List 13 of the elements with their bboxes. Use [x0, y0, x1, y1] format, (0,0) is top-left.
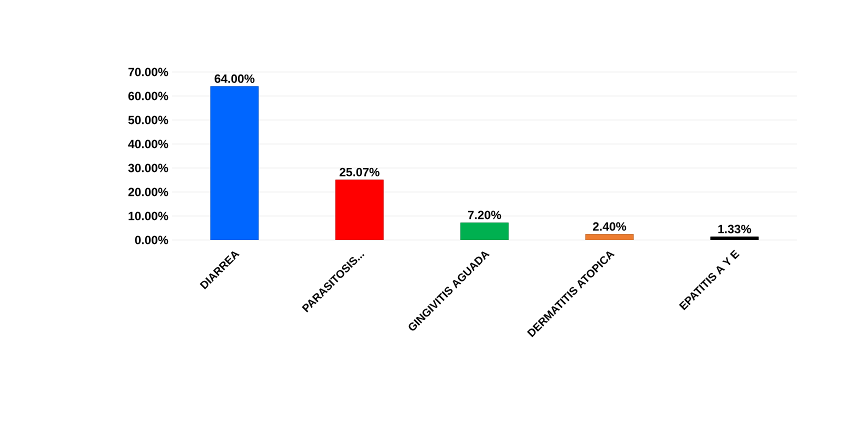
y-tick-label: 0.00% — [135, 236, 168, 244]
data-label: 64.00% — [214, 74, 254, 83]
data-label: 7.20% — [468, 210, 502, 220]
data-label: 25.07% — [340, 168, 380, 176]
y-tick-label: 40.00% — [128, 140, 168, 148]
y-tick-label: 50.00% — [128, 116, 168, 124]
data-label: 2.40% — [592, 222, 626, 231]
y-tick-label: 70.00% — [128, 68, 168, 76]
y-tick-label: 30.00% — [128, 164, 168, 172]
data-label: 1.33% — [718, 224, 752, 234]
y-tick-label: 60.00% — [128, 92, 168, 100]
y-tick-label: 10.00% — [128, 212, 168, 220]
y-tick-label: 20.00% — [128, 188, 168, 196]
